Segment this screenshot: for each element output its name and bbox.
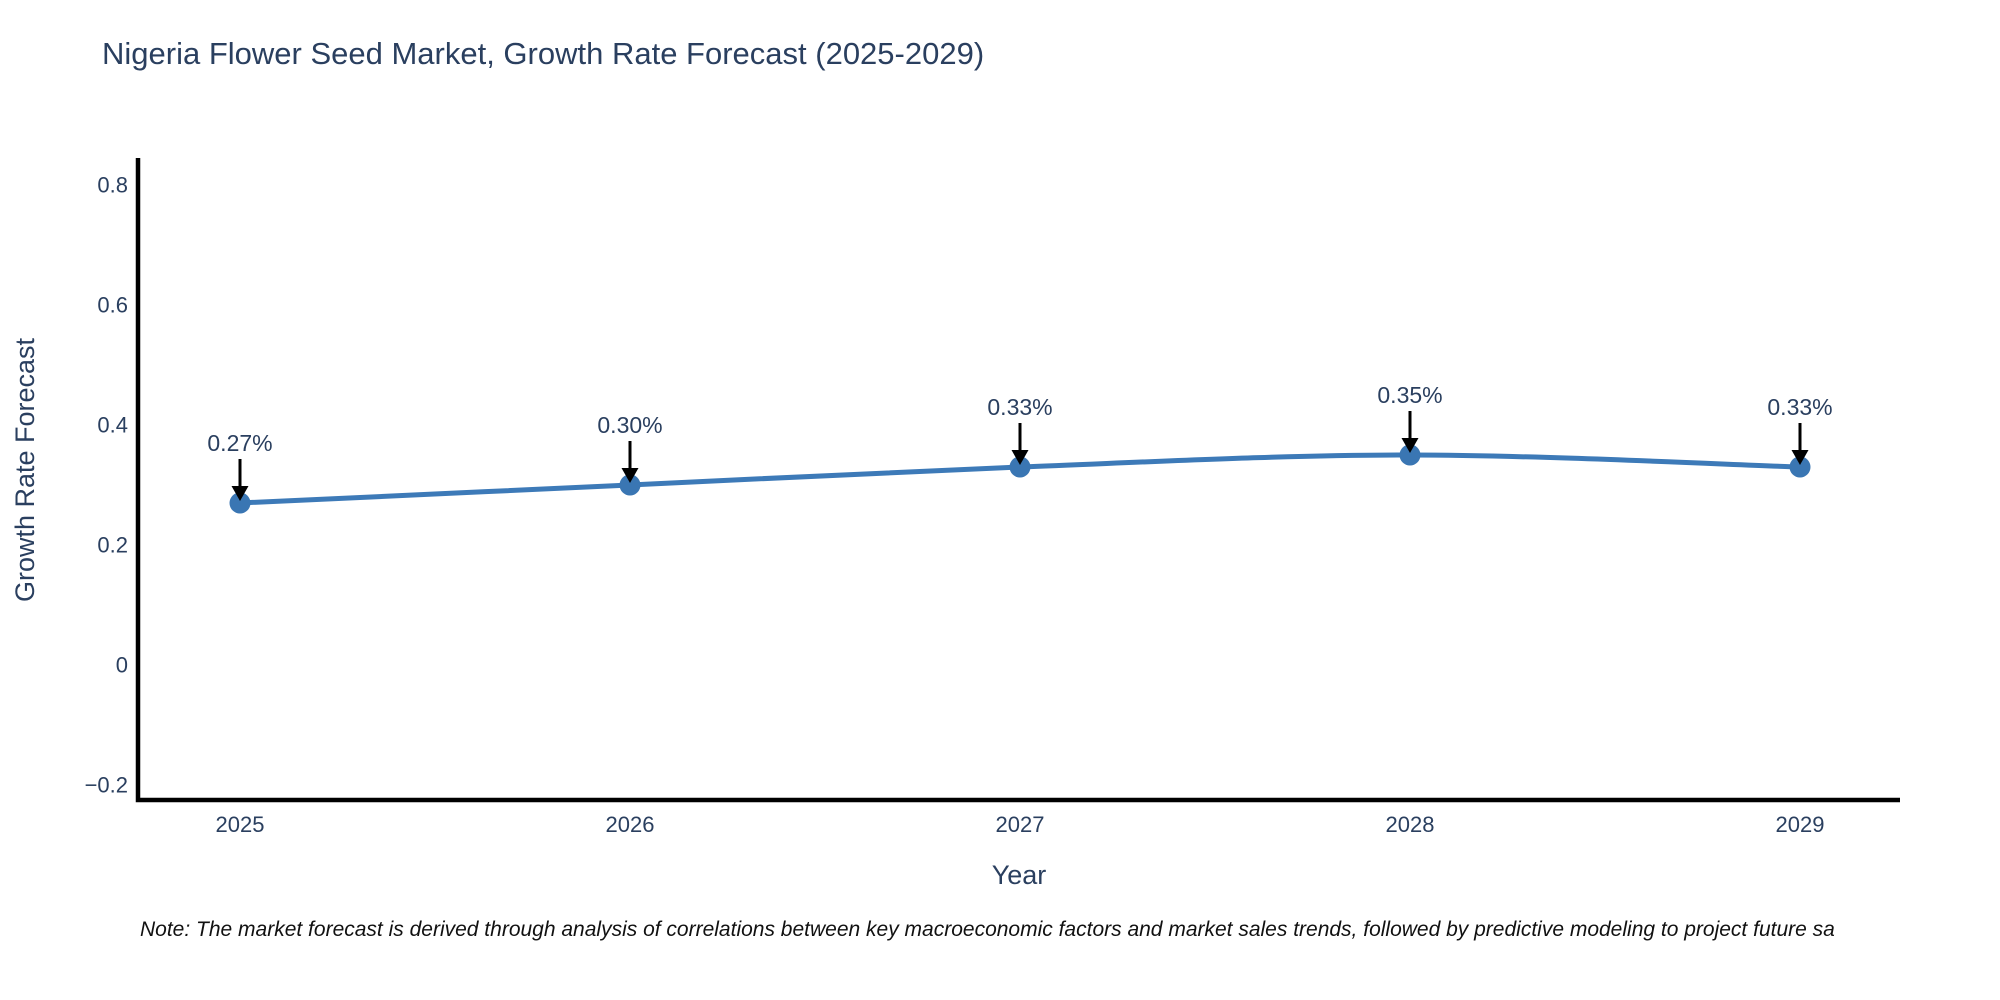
y-axis-tick-label: 0 xyxy=(116,653,128,678)
x-axis-title: Year xyxy=(992,860,1047,890)
annotation-arrow-head xyxy=(1011,450,1029,465)
data-point-marker xyxy=(229,492,251,514)
chart-title: Nigeria Flower Seed Market, Growth Rate … xyxy=(102,36,985,71)
axis-spines xyxy=(135,158,1900,803)
data-point-label: 0.35% xyxy=(1377,382,1442,408)
data-point-marker xyxy=(1789,456,1811,478)
y-axis-tick-label: −0.2 xyxy=(85,773,128,798)
x-axis-tick-label: 2028 xyxy=(1386,812,1435,837)
annotation-arrow-head xyxy=(1401,438,1419,453)
footnote: Note: The market forecast is derived thr… xyxy=(140,918,1835,941)
annotation-arrow-head xyxy=(621,468,639,483)
annotation-arrow-head xyxy=(1791,450,1809,465)
y-axis-tick-label: 0.2 xyxy=(97,533,128,558)
x-axis-tick-label: 2025 xyxy=(216,812,265,837)
data-point-label: 0.33% xyxy=(1767,394,1832,420)
y-axis-title: Growth Rate Forecast xyxy=(10,337,40,602)
x-axis-tick-label: 2029 xyxy=(1776,812,1825,837)
data-point-label: 0.27% xyxy=(207,430,272,456)
annotation-arrow-head xyxy=(231,486,249,501)
data-point-marker xyxy=(1009,456,1031,478)
data-point-marker xyxy=(619,474,641,496)
y-axis-tick-label: 0.4 xyxy=(97,413,128,438)
data-point-label: 0.30% xyxy=(597,412,662,438)
x-axis-tick-label: 2026 xyxy=(606,812,655,837)
y-axis-tick-label: 0.6 xyxy=(97,293,128,318)
data-point-label: 0.33% xyxy=(987,394,1052,420)
y-axis-tick-label: 0.8 xyxy=(97,173,128,198)
data-point-marker xyxy=(1399,444,1421,466)
x-axis-tick-label: 2027 xyxy=(996,812,1045,837)
